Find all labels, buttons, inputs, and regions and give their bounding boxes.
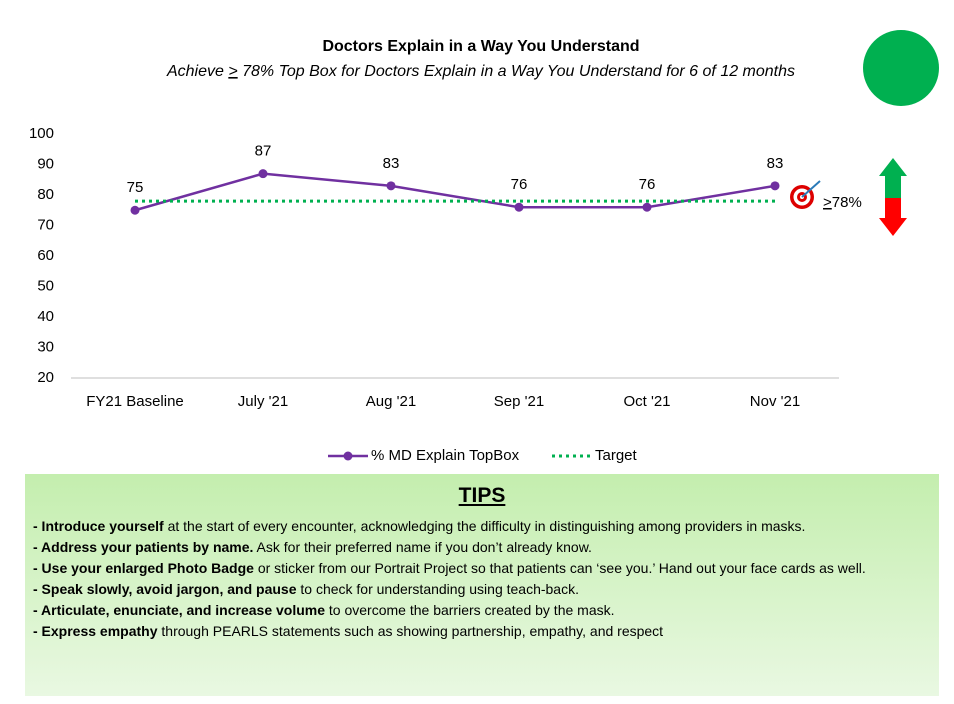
subtitle-symbol: > bbox=[228, 63, 237, 80]
tip-item: - Express empathy through PEARLS stateme… bbox=[33, 621, 931, 642]
subtitle-part: 78% Top Box for Doctors Explain in a Way… bbox=[238, 63, 795, 80]
y-tick-label: 70 bbox=[37, 216, 54, 233]
chart-title: Doctors Explain in a Way You Understand bbox=[322, 38, 639, 55]
x-tick-label: July '21 bbox=[238, 393, 288, 410]
y-tick-label: 60 bbox=[37, 247, 54, 264]
target-annotation: >78% bbox=[823, 194, 862, 211]
tip-text: to overcome the barriers created by the … bbox=[325, 602, 615, 618]
x-tick-label: Oct '21 bbox=[623, 393, 670, 410]
y-tick-label: 80 bbox=[37, 186, 54, 203]
series-line bbox=[134, 172, 776, 212]
tip-item: - Address your patients by name. Ask for… bbox=[33, 537, 931, 558]
chart-subtitle: Achieve > 78% Top Box for Doctors Explai… bbox=[166, 63, 795, 80]
tip-emphasis: - Address your patients by name. bbox=[33, 539, 254, 555]
tip-emphasis: - Express empathy bbox=[33, 623, 158, 639]
data-label: 87 bbox=[255, 143, 272, 160]
tips-title: TIPS bbox=[458, 484, 506, 507]
y-tick-label: 40 bbox=[37, 308, 54, 325]
data-label: 75 bbox=[127, 179, 144, 196]
data-label: 83 bbox=[767, 155, 784, 172]
tip-item: - Introduce yourself at the start of eve… bbox=[33, 516, 931, 537]
tip-emphasis: - Introduce yourself bbox=[33, 518, 164, 534]
data-point bbox=[770, 181, 780, 191]
legend-label: Target bbox=[595, 447, 638, 464]
data-point bbox=[514, 202, 524, 212]
data-point bbox=[386, 181, 396, 191]
tip-item: - Speak slowly, avoid jargon, and pause … bbox=[33, 579, 931, 600]
annotation-value: 78% bbox=[832, 194, 862, 211]
tip-text: through PEARLS statements such as showin… bbox=[157, 623, 664, 639]
y-tick-label: 100 bbox=[29, 125, 54, 142]
y-tick-label: 20 bbox=[37, 369, 54, 386]
y-tick-label: 30 bbox=[37, 338, 54, 355]
annotation-symbol: > bbox=[823, 194, 832, 211]
tip-text: to check for understanding using teach-b… bbox=[296, 581, 579, 597]
tip-text: or sticker from our Portrait Project so … bbox=[253, 560, 866, 576]
y-tick-label: 50 bbox=[37, 277, 54, 294]
status-indicator bbox=[863, 30, 939, 106]
tip-emphasis: - Articulate, enunciate, and increase vo… bbox=[33, 602, 326, 618]
x-tick-label: FY21 Baseline bbox=[86, 393, 184, 410]
x-tick-label: Nov '21 bbox=[750, 393, 800, 410]
tip-item: - Use your enlarged Photo Badge or stick… bbox=[33, 558, 931, 579]
chart: Doctors Explain in a Way You Understand … bbox=[29, 30, 939, 464]
data-label: 83 bbox=[383, 155, 400, 172]
tip-text: at the start of every encounter, acknowl… bbox=[163, 518, 806, 534]
data-label: 76 bbox=[639, 176, 656, 193]
data-point bbox=[258, 169, 268, 179]
tip-item: - Articulate, enunciate, and increase vo… bbox=[33, 600, 931, 621]
subtitle-part: Achieve bbox=[166, 63, 228, 80]
tip-emphasis: - Use your enlarged Photo Badge bbox=[33, 560, 254, 576]
legend-label: % MD Explain TopBox bbox=[371, 447, 520, 464]
y-tick-label: 90 bbox=[37, 155, 54, 172]
legend-marker bbox=[343, 451, 353, 461]
x-tick-label: Sep '21 bbox=[494, 393, 544, 410]
data-point bbox=[130, 205, 140, 215]
trend-arrows bbox=[879, 158, 907, 236]
tip-text: Ask for their preferred name if you don’… bbox=[253, 539, 592, 555]
tips-box: TIPS - Introduce yourself at the start o… bbox=[25, 474, 939, 696]
tip-emphasis: - Speak slowly, avoid jargon, and pause bbox=[33, 581, 297, 597]
data-point bbox=[642, 202, 652, 212]
data-label: 76 bbox=[511, 176, 528, 193]
x-tick-label: Aug '21 bbox=[366, 393, 416, 410]
target-icon bbox=[790, 180, 821, 209]
